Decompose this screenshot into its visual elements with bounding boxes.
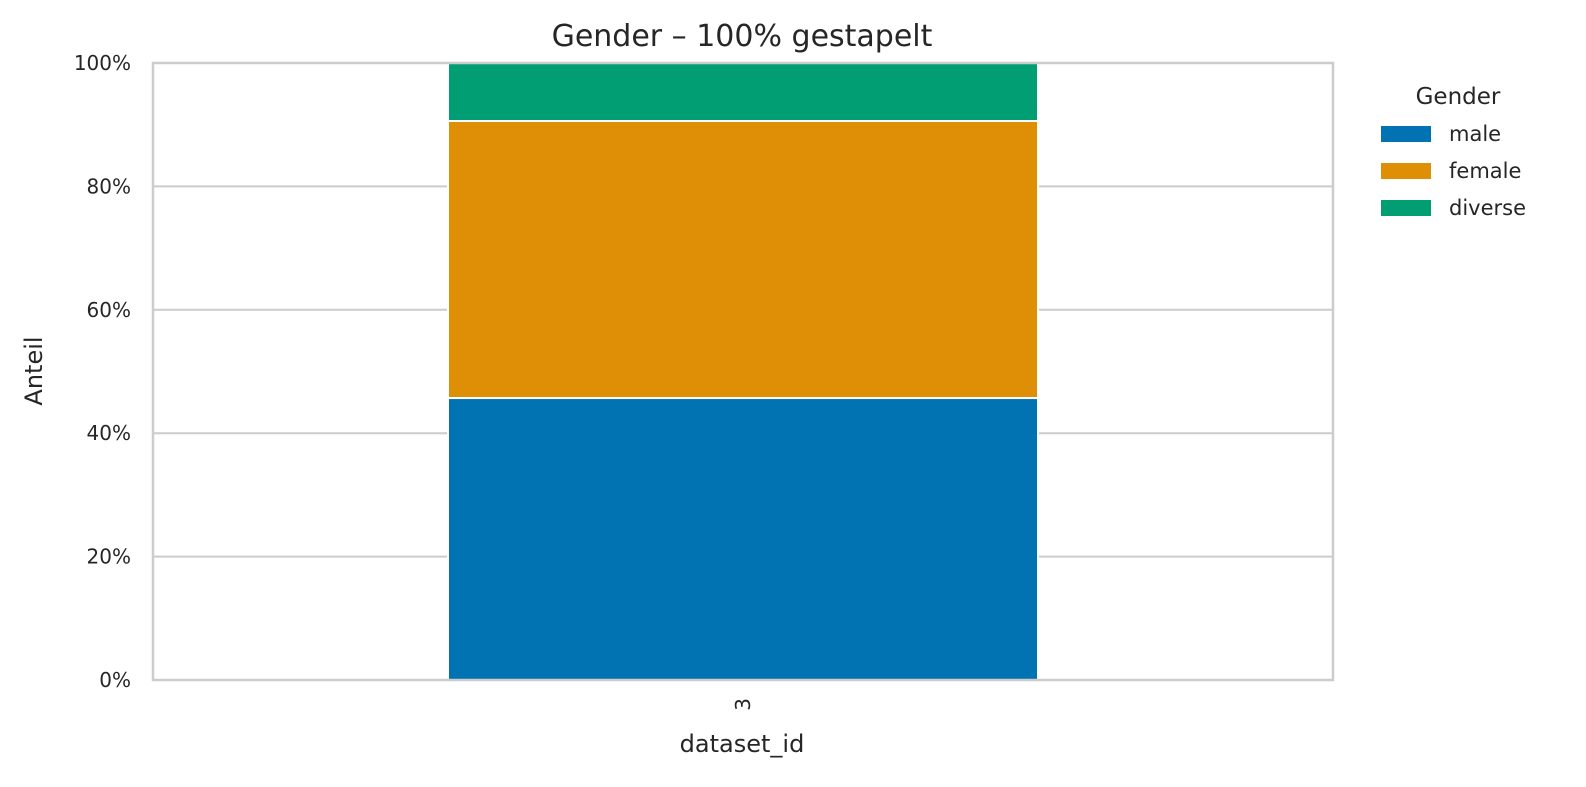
x-tick-label: 3 bbox=[731, 698, 755, 711]
legend-title: Gender bbox=[1416, 84, 1501, 110]
chart-title: Gender – 100% gestapelt bbox=[552, 19, 933, 54]
legend-label-male: male bbox=[1449, 122, 1501, 146]
y-tick-label: 40% bbox=[87, 421, 131, 445]
bar-segment-diverse bbox=[447, 62, 1039, 122]
legend-swatch-diverse bbox=[1381, 200, 1431, 216]
bar-segment-male bbox=[447, 397, 1039, 681]
y-tick-label: 100% bbox=[74, 51, 131, 75]
bars bbox=[447, 62, 1039, 681]
bar-segment-female bbox=[447, 119, 1039, 400]
y-tick-label: 60% bbox=[87, 298, 131, 322]
y-axis-ticks: 0% 20% 40% 60% 80% 100% bbox=[74, 51, 131, 692]
x-axis-ticks: 3 bbox=[731, 698, 755, 711]
y-tick-label: 20% bbox=[87, 545, 131, 569]
legend-label-female: female bbox=[1449, 159, 1521, 183]
legend-swatch-female bbox=[1381, 163, 1431, 179]
legend-swatch-male bbox=[1381, 126, 1431, 142]
y-tick-label: 80% bbox=[87, 174, 131, 198]
y-tick-label: 0% bbox=[99, 668, 131, 692]
legend-label-diverse: diverse bbox=[1449, 196, 1526, 220]
y-axis-label: Anteil bbox=[20, 336, 48, 405]
x-axis-label: dataset_id bbox=[680, 730, 805, 758]
plot-frame bbox=[151, 61, 1335, 682]
legend: Gender male female diverse bbox=[1381, 84, 1526, 220]
